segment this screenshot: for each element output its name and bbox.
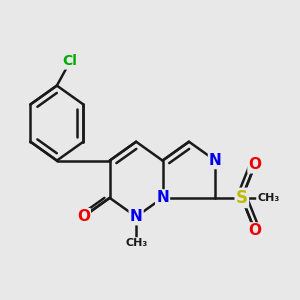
Text: O: O: [77, 209, 90, 224]
Text: Cl: Cl: [63, 55, 77, 68]
Text: N: N: [209, 153, 222, 168]
Text: CH₃: CH₃: [257, 193, 279, 203]
Text: O: O: [248, 224, 262, 238]
Text: O: O: [248, 158, 262, 172]
Text: N: N: [130, 209, 142, 224]
Text: CH₃: CH₃: [125, 238, 147, 248]
Text: S: S: [236, 189, 248, 207]
Text: N: N: [156, 190, 169, 206]
